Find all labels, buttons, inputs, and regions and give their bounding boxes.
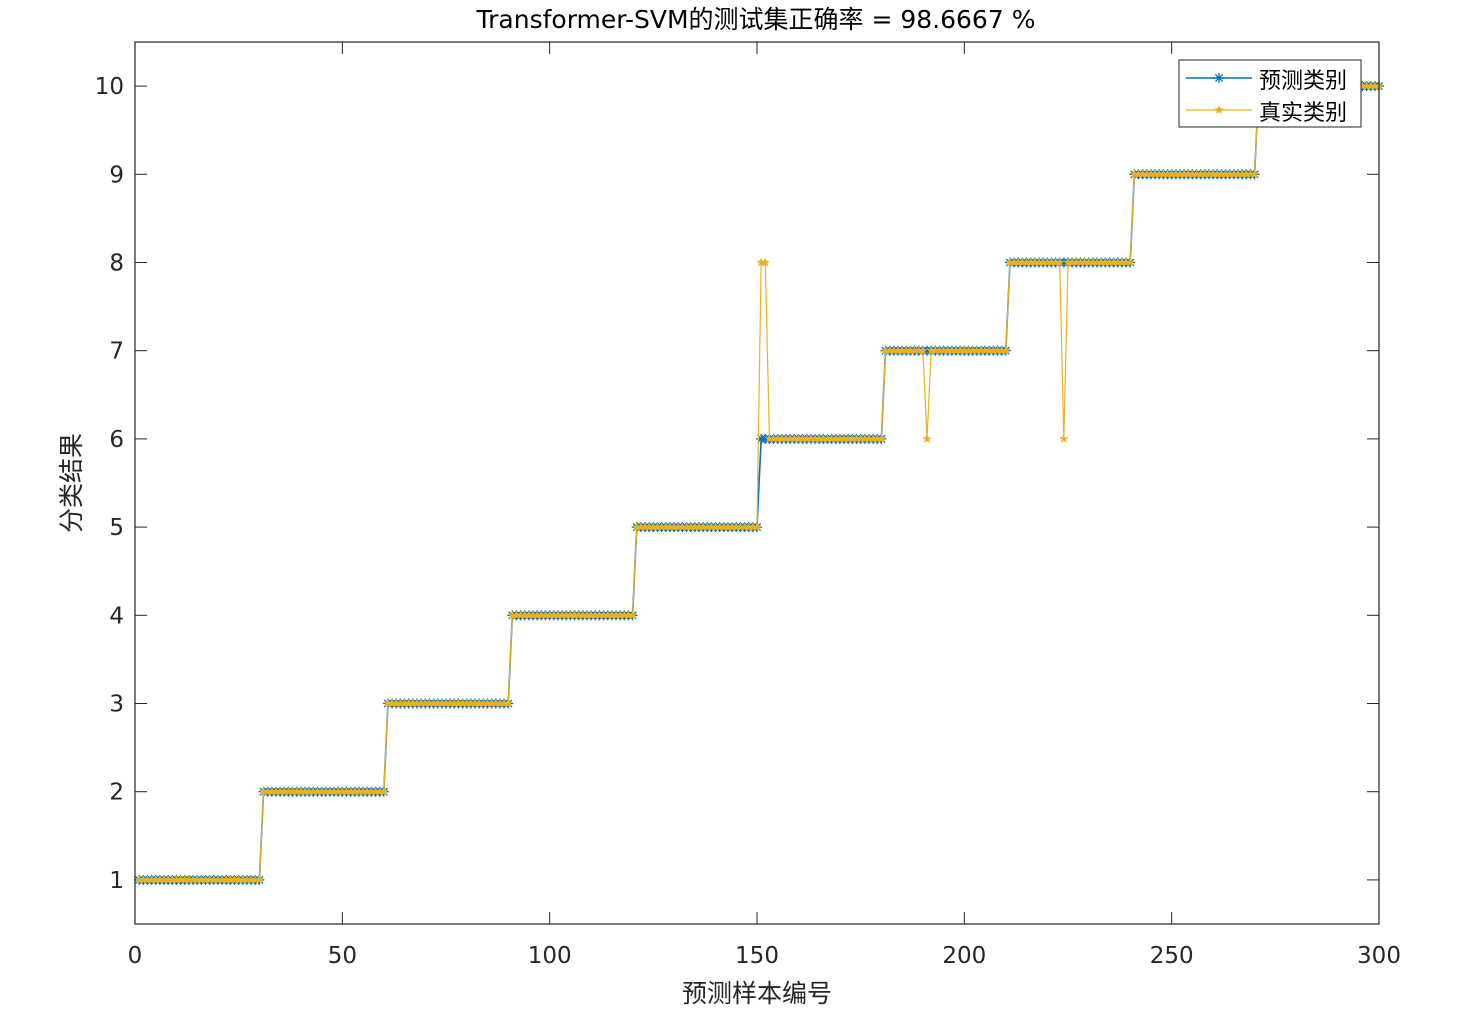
- data-point: [922, 433, 932, 443]
- y-tick-label: 3: [109, 692, 124, 718]
- plot-area: [135, 42, 1379, 924]
- x-tick-label: 200: [942, 943, 986, 969]
- x-tick-label: 250: [1150, 943, 1194, 969]
- axis-ticks: 0 50 100 150 200 250 300 1 2 3 4 5 6 7 8 9 10: [95, 42, 1401, 969]
- data-point: [1125, 257, 1135, 267]
- legend-items: [1186, 73, 1252, 115]
- y-tick-label: 2: [109, 780, 124, 806]
- y-tick-label: 10: [95, 74, 124, 100]
- y-tick-label: 7: [109, 339, 124, 365]
- x-tick-label: 0: [128, 943, 143, 969]
- x-tick-label: 100: [528, 943, 572, 969]
- y-tick-label: 1: [109, 868, 124, 894]
- legend-marker-true: [1214, 105, 1224, 115]
- data-point: [760, 257, 771, 267]
- y-tick-label: 6: [109, 427, 124, 453]
- data-point: [503, 698, 513, 708]
- data-point: [918, 345, 928, 355]
- x-tick-label: 50: [328, 943, 357, 969]
- y-tick-label: 8: [109, 251, 124, 277]
- x-tick-label: 150: [735, 943, 779, 969]
- plot-frame: [134, 41, 1380, 925]
- data-point: [254, 874, 265, 884]
- legend-box: [1178, 59, 1362, 128]
- data-point: [379, 786, 389, 796]
- y-tick-label: 9: [109, 162, 124, 188]
- legend-marker-pred: [1214, 73, 1224, 83]
- data-point: [876, 433, 887, 443]
- x-tick-label: 300: [1357, 943, 1401, 969]
- data-point: [752, 522, 762, 532]
- data-point: [1054, 257, 1065, 267]
- legend-label-true: 真实类别: [1259, 101, 1347, 126]
- y-tick-label: 4: [109, 603, 124, 629]
- data-point: [1249, 169, 1260, 179]
- legend-label-pred: 预测类别: [1259, 69, 1347, 94]
- x-axis-label: 预测样本编号: [682, 979, 832, 1008]
- chart-title: Transformer-SVM的测试集正确率 = 98.6667 %: [476, 5, 1036, 34]
- data-point: [627, 610, 638, 620]
- legend: 预测类别 真实类别: [1178, 59, 1362, 128]
- y-tick-label: 5: [109, 515, 124, 541]
- data-point: [1059, 433, 1069, 443]
- y-axis-label: 分类结果: [57, 433, 86, 533]
- data-point: [1001, 345, 1011, 355]
